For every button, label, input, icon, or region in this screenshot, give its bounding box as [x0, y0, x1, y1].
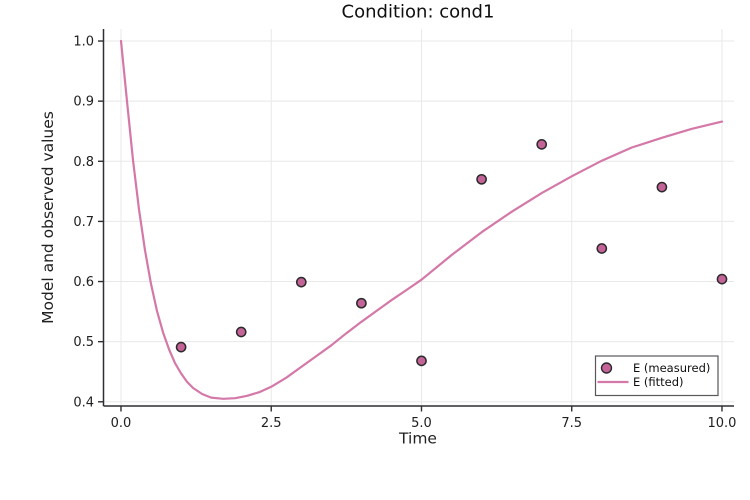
legend-label-measured: E (measured) [633, 361, 710, 375]
y-tick-label: 0.7 [73, 215, 94, 230]
data-point-marker [175, 341, 187, 353]
y-tick-label: 0.4 [73, 395, 94, 410]
x-tick-label: 0.0 [111, 416, 132, 431]
data-point-marker [416, 355, 427, 367]
legend-marker-icon [600, 362, 613, 374]
data-point-marker [356, 297, 367, 309]
y-tick-label: 1.0 [73, 35, 94, 50]
x-tick-label: 5.0 [411, 416, 432, 431]
x-tick-label: 2.5 [261, 416, 282, 431]
fitted-line-series [119, 39, 724, 400]
data-point-marker [656, 181, 668, 193]
legend-label-fitted: E (fitted) [633, 375, 684, 389]
gridlines [103, 29, 734, 406]
x-tick-label: 7.5 [561, 416, 582, 431]
data-point-marker [476, 173, 487, 185]
y-axis-label: Model and observed values [39, 111, 57, 324]
data-point-marker [716, 273, 728, 285]
x-tick-label: 10.0 [708, 416, 737, 431]
y-tick-label: 0.8 [73, 155, 94, 170]
axes: 0.0 2.5 5.0 7.5 10.0 0.4 0.5 0.6 0.7 0.8 0.9 1.0 [73, 29, 736, 431]
chart-title: Condition: cond1 [342, 2, 495, 23]
y-tick-label: 0.6 [73, 275, 94, 290]
data-point-marker [235, 326, 247, 338]
x-axis-label: Time [398, 430, 437, 448]
legend: E (measured) E (fitted) [594, 355, 719, 397]
y-tick-label: 0.5 [73, 335, 94, 350]
data-point-marker [536, 139, 548, 150]
measured-scatter-series [175, 139, 728, 367]
data-point-marker [295, 276, 307, 288]
y-tick-label: 0.9 [73, 95, 94, 110]
data-point-marker [596, 243, 608, 254]
legend-box [594, 355, 719, 397]
